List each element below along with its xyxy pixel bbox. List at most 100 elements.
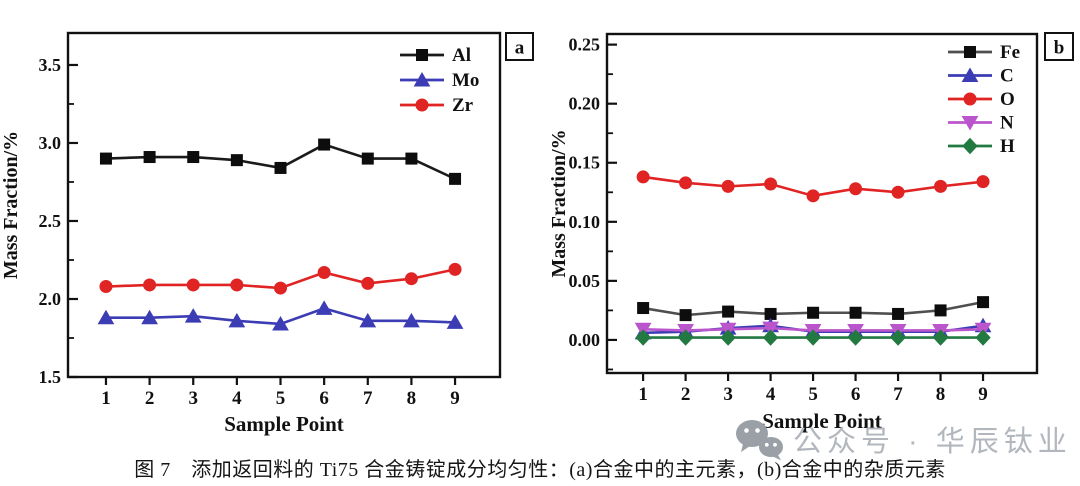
plot-frame: [66, 31, 502, 379]
x-tick-label: 6: [319, 388, 329, 409]
diamond-marker: [762, 329, 779, 346]
circle-marker: [448, 262, 462, 276]
circle-marker: [404, 272, 418, 286]
y-tick-label: 3.0: [39, 133, 62, 153]
square-marker: [807, 306, 820, 319]
triangle-down-marker: [961, 116, 979, 131]
circle-marker: [415, 98, 429, 112]
triangle-up-marker: [228, 312, 246, 328]
circle-marker: [186, 278, 200, 292]
legend-label: C: [1000, 66, 1014, 87]
watermark: 公众号 · 华辰钛业: [733, 417, 1072, 461]
square-marker: [934, 304, 947, 317]
square-marker: [637, 302, 650, 315]
diamond-marker: [805, 329, 821, 346]
square-marker: [849, 306, 862, 319]
circle-marker: [976, 175, 990, 189]
y-tick-label: 0.15: [569, 153, 601, 173]
diamond-marker: [962, 137, 978, 155]
x-axis-ticks: 1 2 3 4 5 6 7 8 9: [101, 377, 460, 409]
circle-marker: [963, 92, 977, 106]
watermark-text: 公众号 · 华辰钛业: [793, 426, 1072, 458]
square-marker: [230, 154, 243, 167]
svg-text:b: b: [1054, 38, 1065, 59]
circle-marker: [636, 170, 650, 184]
y-tick-label: 0.10: [569, 212, 601, 232]
circle-marker: [679, 176, 693, 190]
legend-label: H: [1000, 136, 1015, 157]
y-tick-label: 1.5: [39, 367, 62, 387]
y-axis-ticks: 1.5 2.0 2.5 3.0 3.5: [39, 55, 78, 387]
square-marker: [143, 151, 156, 164]
legend-item-Al: Al: [400, 45, 471, 66]
square-marker: [318, 138, 331, 151]
circle-marker: [806, 189, 820, 203]
figure-caption: 图 7 添加返回料的 Ti75 合金铸锭成分均匀性：(a)合金中的主元素，(b)…: [134, 459, 946, 481]
legend-label: N: [1000, 113, 1014, 134]
square-marker: [679, 309, 692, 322]
y-axis-title: Mass Fraction/%: [548, 129, 570, 277]
x-tick-label: 3: [188, 388, 198, 409]
chart-panel-a: 1.5 2.0 2.5 3.0 3.5 1 2 3 4 5 6 7 8 9 Sample Point Mass…: [0, 31, 534, 436]
legend-label: Fe: [1000, 42, 1020, 63]
x-axis-title: Sample Point: [762, 409, 882, 433]
y-tick-label: 0.25: [569, 35, 601, 55]
triangle-up-marker: [141, 309, 158, 325]
circle-marker: [721, 179, 735, 193]
y-tick-label: 0.20: [569, 94, 601, 114]
wechat-icon: [736, 420, 783, 461]
diamond-marker: [635, 329, 651, 346]
legend-item-N: N: [948, 113, 1014, 134]
x-tick-label: 4: [766, 384, 776, 405]
diamond-marker: [890, 329, 906, 346]
legend-item-Mo: Mo: [400, 70, 479, 91]
y-axis-ticks: 0.00 0.05 0.10 0.15 0.20 0.25: [569, 35, 617, 371]
circle-marker: [764, 177, 778, 191]
x-tick-label: 9: [450, 388, 460, 409]
x-tick-label: 5: [808, 384, 818, 405]
x-tick-label: 5: [276, 388, 286, 409]
square-marker: [449, 172, 462, 185]
legend-item-H: H: [948, 136, 1015, 157]
circle-marker: [849, 182, 863, 196]
triangle-up-marker: [97, 309, 115, 325]
triangle-down-marker: [762, 321, 779, 337]
circle-marker: [99, 280, 113, 294]
series-Al: [99, 138, 462, 185]
triangle-up-marker: [961, 67, 979, 82]
circle-marker: [891, 185, 905, 199]
y-tick-label: 2.0: [39, 289, 62, 309]
x-tick-label: 2: [681, 384, 691, 405]
square-marker: [892, 307, 905, 320]
triangle-up-marker: [446, 314, 464, 329]
legend-item-Zr: Zr: [400, 95, 474, 116]
square-marker: [274, 161, 287, 174]
triangle-up-marker: [359, 312, 377, 328]
circle-marker: [934, 179, 948, 193]
circle-marker: [274, 281, 288, 295]
square-marker: [405, 152, 418, 165]
diamond-marker: [975, 329, 991, 346]
circle-marker: [361, 276, 375, 290]
y-tick-label: 0.00: [569, 330, 601, 350]
x-tick-label: 2: [145, 388, 155, 409]
series-Fe: [637, 296, 990, 322]
y-tick-label: 3.5: [39, 55, 62, 75]
legend-label: Zr: [452, 95, 474, 116]
legend-item-C: C: [948, 66, 1014, 87]
triangle-up-marker: [315, 300, 333, 315]
circle-marker: [143, 278, 157, 292]
x-tick-label: 1: [101, 388, 111, 409]
diamond-marker: [720, 329, 736, 346]
panel-label-b: b: [1044, 32, 1074, 61]
triangle-up-marker: [272, 315, 289, 331]
legend-label: O: [1000, 89, 1015, 110]
square-marker: [361, 152, 374, 165]
diamond-marker: [847, 329, 864, 346]
triangle-up-marker: [184, 308, 202, 323]
x-tick-label: 9: [978, 384, 988, 405]
x-axis-title: Sample Point: [224, 412, 344, 436]
legend: Al Mo Zr: [400, 45, 479, 116]
x-tick-label: 1: [638, 384, 648, 405]
